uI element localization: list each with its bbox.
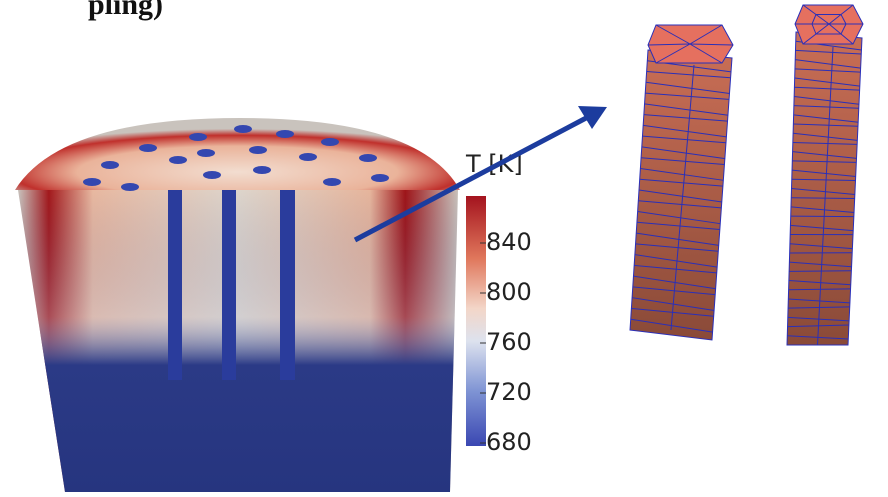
mesh-line — [789, 271, 851, 272]
tick-label: 680 — [486, 428, 532, 456]
colorbar-ticks: 840 800 760 720 680 — [480, 228, 532, 456]
figure: pling) T [K] 840800760720680 — [0, 0, 888, 497]
tick-label: 840 — [486, 228, 532, 256]
tick-label: 720 — [486, 378, 532, 406]
core-shade — [18, 190, 458, 492]
colorbar — [466, 196, 486, 446]
fuel-columns — [630, 5, 863, 345]
tick-label: 800 — [486, 278, 532, 306]
tick-label: 760 — [486, 328, 532, 356]
page: pling) T [K] 840800760720680 {"title_fra… — [0, 0, 888, 497]
title-fragment: pling) — [88, 0, 163, 21]
